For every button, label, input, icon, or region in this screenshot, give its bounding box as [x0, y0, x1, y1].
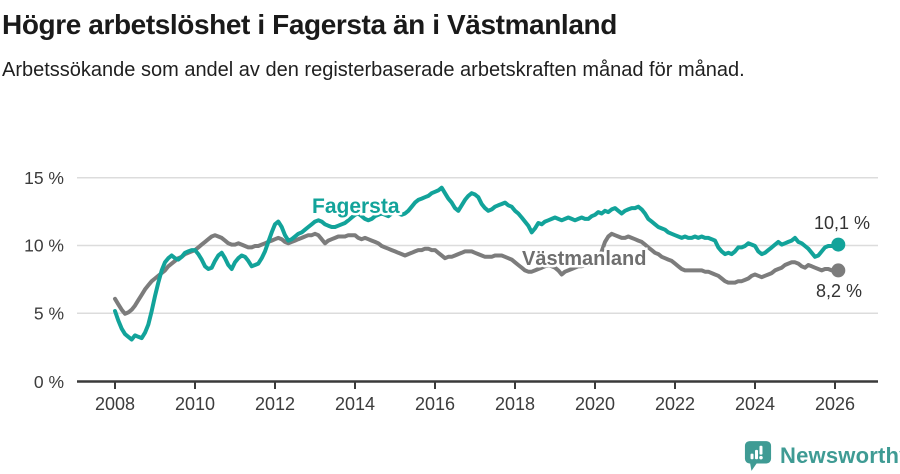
x-tick-2026: 2026 [815, 394, 855, 414]
y-tick-0: 0 % [34, 372, 64, 392]
end-dot-fagersta [831, 237, 846, 252]
x-tick-2016: 2016 [415, 394, 455, 414]
y-axis-labels: 0 % 5 % 10 % 15 % [24, 168, 64, 392]
chart-title: Högre arbetslöshet i Fagersta än i Västm… [2, 9, 617, 40]
x-tick-2012: 2012 [255, 394, 295, 414]
x-tick-2018: 2018 [495, 394, 535, 414]
logo-exclamation-bar [759, 445, 763, 455]
x-tick-2022: 2022 [655, 394, 695, 414]
x-tick-2020: 2020 [575, 394, 615, 414]
newsworthy-logo-icon [744, 441, 772, 471]
x-tick-2008: 2008 [95, 394, 135, 414]
chart-header: Högre arbetslöshet i Fagersta än i Västm… [0, 0, 900, 84]
logo-bar-short [750, 453, 754, 460]
end-dot-vastmanland [831, 263, 846, 278]
y-tick-5: 5 % [34, 304, 64, 324]
series-line-fagersta [113, 185, 841, 342]
end-value-vastmanland: 8,2 % [816, 281, 862, 301]
y-tick-10: 10 % [24, 236, 64, 256]
newsworthy-logo-text: Newsworthy [780, 443, 900, 468]
x-tick-2010: 2010 [175, 394, 215, 414]
x-axis-labels: 2008 2010 2012 2014 2016 2018 2020 2022 … [95, 394, 855, 414]
end-value-fagersta: 10,1 % [814, 213, 870, 233]
series-lines [113, 185, 846, 342]
x-axis [77, 380, 878, 389]
series-label-vastmanland: Västmanland [522, 248, 646, 270]
y-tick-15: 15 % [24, 168, 64, 188]
logo-exclamation-dot [759, 455, 763, 460]
x-tick-2024: 2024 [735, 394, 775, 414]
chart-subtitle: Arbetssökande som andel av den registerb… [2, 58, 745, 81]
logo-bar-tall [755, 449, 758, 460]
newsworthy-branding[interactable]: Newsworthy [744, 440, 900, 472]
series-line-vastmanland [113, 231, 841, 316]
series-label-fagersta: Fagersta [312, 195, 400, 218]
x-tick-2014: 2014 [335, 394, 375, 414]
